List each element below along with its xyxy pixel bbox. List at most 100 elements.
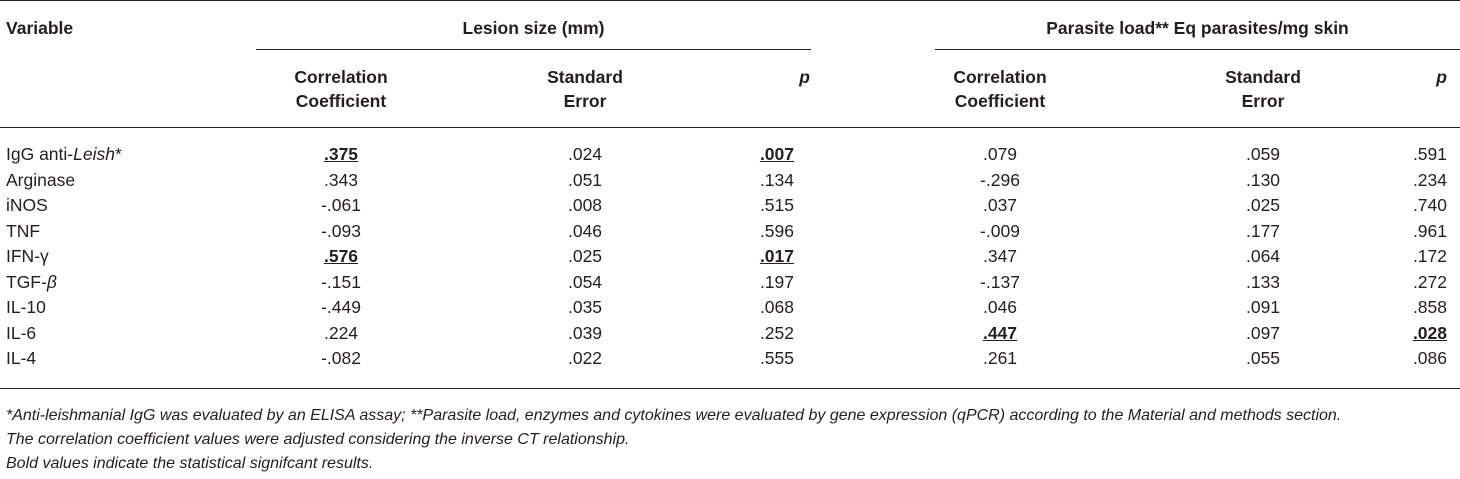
cell-parasite-cc: .079 (982, 144, 1018, 164)
cell-parasite-p: .234 (1412, 170, 1447, 190)
header-se-line1: Standard (1225, 67, 1301, 87)
cell-lesion-se: .039 (567, 323, 603, 343)
row-variable-label: TGF-β (6, 270, 57, 294)
cell-lesion-p: .017 (759, 246, 794, 266)
cell-parasite-cc: -.137 (980, 272, 1020, 292)
cell-parasite-p: .272 (1412, 272, 1447, 292)
variable-text: IgG anti- (6, 144, 74, 164)
cell-lesion-p: .555 (759, 348, 794, 368)
header-parasite-corr: Correlation Coefficient (915, 65, 1085, 113)
cell-parasite-p: .961 (1412, 221, 1447, 241)
row-variable-label: TNF (6, 219, 40, 243)
cell-parasite-p: .028 (1412, 323, 1447, 343)
parasite-group-underline (935, 49, 1460, 50)
header-lesion-corr: Correlation Coefficient (256, 65, 426, 113)
header-parasite-load: Parasite load** Eq parasites/mg skin (1046, 18, 1349, 38)
cell-parasite-se: .064 (1245, 246, 1281, 266)
cell-lesion-se: .025 (567, 246, 603, 266)
header-corr-line1: Correlation (294, 67, 388, 87)
cell-parasite-cc: .046 (982, 297, 1018, 317)
variable-text: IFN-γ (6, 246, 49, 266)
header-corr-line1: Correlation (953, 67, 1047, 87)
cell-parasite-cc: .447 (982, 323, 1018, 343)
cell-lesion-p: .596 (759, 221, 794, 241)
cell-lesion-cc: -.061 (321, 195, 361, 215)
table-top-rule (0, 0, 1460, 1)
cell-lesion-se: .051 (567, 170, 603, 190)
cell-lesion-se: .035 (567, 297, 603, 317)
row-variable-label: Arginase (6, 168, 75, 192)
cell-lesion-se: .008 (567, 195, 603, 215)
header-lesion-p: p (799, 67, 810, 87)
variable-text: iNOS (6, 195, 48, 215)
header-corr-line2: Coefficient (295, 91, 387, 111)
cell-lesion-se: .054 (567, 272, 603, 292)
cell-parasite-se: .130 (1245, 170, 1281, 190)
footnote-2: The correlation coefficient values were … (6, 431, 630, 448)
cell-lesion-p: .515 (759, 195, 794, 215)
header-lesion-size: Lesion size (mm) (462, 18, 605, 38)
cell-parasite-se: .025 (1245, 195, 1281, 215)
cell-lesion-cc: -.449 (321, 297, 361, 317)
cell-parasite-cc: .261 (982, 348, 1018, 368)
header-se-line2: Error (563, 91, 607, 111)
row-variable-label: IFN-γ (6, 244, 49, 268)
cell-parasite-p: .858 (1412, 297, 1447, 317)
cell-parasite-se: .133 (1245, 272, 1281, 292)
cell-lesion-se: .024 (567, 144, 603, 164)
cell-parasite-p: .172 (1412, 246, 1447, 266)
row-variable-label: IL-4 (6, 346, 36, 370)
cell-parasite-p: .086 (1412, 348, 1447, 368)
cell-lesion-p: .197 (759, 272, 794, 292)
row-variable-label: IL-10 (6, 295, 46, 319)
cell-parasite-se: .059 (1245, 144, 1281, 164)
cell-parasite-cc: -.296 (980, 170, 1020, 190)
cell-parasite-se: .177 (1245, 221, 1281, 241)
footnote-3: Bold values indicate the statistical sig… (6, 455, 374, 472)
variable-text: Arginase (6, 170, 76, 190)
cell-parasite-cc: .347 (982, 246, 1018, 266)
row-variable-label: IL-6 (6, 321, 36, 345)
header-corr-line2: Coefficient (954, 91, 1046, 111)
cell-parasite-p: .740 (1412, 195, 1447, 215)
cell-lesion-cc: -.082 (321, 348, 361, 368)
table-bottom-rule (0, 388, 1460, 389)
cell-parasite-se: .097 (1245, 323, 1281, 343)
variable-italic-text: β (46, 272, 57, 292)
cell-lesion-cc: .343 (323, 170, 359, 190)
cell-lesion-cc: .375 (323, 144, 359, 164)
header-parasite-p: p (1436, 67, 1447, 87)
header-se-line2: Error (1241, 91, 1285, 111)
header-lesion-se: Standard Error (500, 65, 670, 113)
variable-text: IL-10 (6, 297, 46, 317)
cell-parasite-p: .591 (1412, 144, 1447, 164)
cell-lesion-se: .022 (567, 348, 603, 368)
cell-lesion-p: .134 (759, 170, 794, 190)
row-variable-label: IgG anti-Leish* (6, 142, 122, 166)
header-parasite-se: Standard Error (1178, 65, 1348, 113)
cell-lesion-p: .068 (759, 297, 794, 317)
header-se-line1: Standard (547, 67, 623, 87)
cell-parasite-se: .091 (1245, 297, 1281, 317)
variable-text: IL-4 (6, 348, 37, 368)
variable-italic-text: Leish (73, 144, 115, 164)
footnote-1: *Anti-leishmanial IgG was evaluated by a… (6, 407, 1342, 424)
cell-lesion-p: .252 (759, 323, 794, 343)
cell-lesion-cc: .576 (323, 246, 359, 266)
variable-text: TNF (6, 221, 41, 241)
variable-text: IL-6 (6, 323, 37, 343)
variable-suffix-text: * (114, 144, 122, 164)
header-bottom-rule (0, 127, 1460, 128)
cell-parasite-se: .055 (1245, 348, 1281, 368)
row-variable-label: iNOS (6, 193, 48, 217)
cell-parasite-cc: -.009 (980, 221, 1020, 241)
cell-lesion-cc: .224 (323, 323, 359, 343)
cell-parasite-cc: .037 (982, 195, 1018, 215)
header-variable: Variable (6, 18, 74, 38)
cell-lesion-cc: -.093 (321, 221, 361, 241)
cell-lesion-se: .046 (567, 221, 603, 241)
variable-text: TGF- (6, 272, 47, 292)
cell-lesion-p: .007 (759, 144, 794, 164)
cell-lesion-cc: -.151 (321, 272, 361, 292)
lesion-group-underline (256, 49, 811, 50)
